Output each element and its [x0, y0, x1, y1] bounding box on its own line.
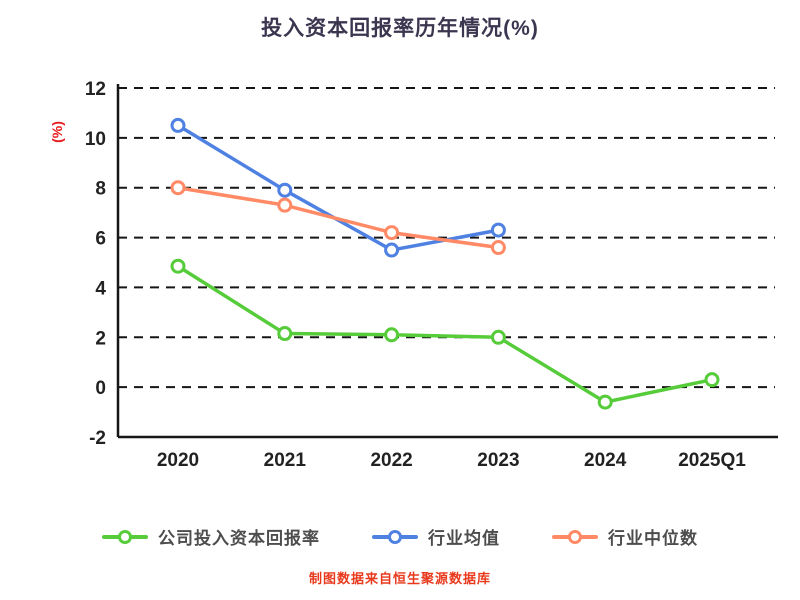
svg-text:2: 2: [95, 328, 106, 349]
legend-item-industry-median[interactable]: 行业中位数: [552, 524, 698, 549]
footer-note: 制图数据来自恒生聚源数据库: [308, 571, 491, 586]
chart-title: 投入资本回报率历年情况(%): [261, 17, 539, 40]
svg-text:8: 8: [95, 179, 106, 200]
svg-text:10: 10: [85, 129, 106, 150]
legend-item-industry-mean[interactable]: 行业均值: [372, 524, 500, 549]
legend: 公司投入资本回报率 行业均值 行业中位数: [0, 524, 800, 549]
svg-text:2022: 2022: [370, 450, 412, 471]
svg-text:0: 0: [95, 378, 106, 399]
svg-text:2023: 2023: [477, 450, 519, 471]
svg-text:2024: 2024: [584, 450, 627, 471]
svg-text:2020: 2020: [157, 450, 199, 471]
legend-label-industry-median: 行业中位数: [608, 529, 698, 548]
svg-text:-2: -2: [89, 428, 106, 449]
legend-company-roic-marker-icon: [102, 529, 148, 544]
svg-text:2025Q1: 2025Q1: [678, 450, 746, 471]
legend-industry-mean-marker-icon: [372, 529, 418, 544]
svg-text:4: 4: [95, 278, 106, 299]
legend-item-company-roic[interactable]: 公司投入资本回报率: [102, 524, 320, 549]
svg-text:2021: 2021: [264, 450, 307, 471]
legend-label-company-roic: 公司投入资本回报率: [158, 529, 320, 548]
svg-text:(%): (%): [49, 121, 65, 143]
svg-text:12: 12: [85, 79, 106, 100]
legend-label-industry-mean: 行业均值: [428, 529, 500, 548]
svg-text:6: 6: [95, 229, 106, 250]
legend-industry-median-marker-icon: [552, 529, 598, 544]
